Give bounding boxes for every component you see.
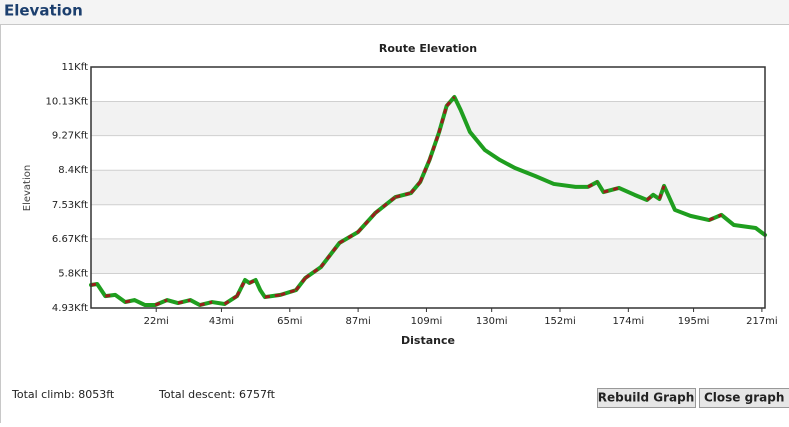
rebuild-button[interactable]: Rebuild Graph: [598, 389, 696, 408]
y-tick-label: 4.93Kft: [52, 303, 88, 314]
x-tick-label: 130mi: [476, 316, 508, 327]
y-tick-label: 7.53Kft: [52, 200, 88, 211]
y-tick-label: 9.27Kft: [52, 131, 88, 142]
y-tick-label: 10.13Kft: [46, 97, 89, 108]
x-tick-label: 195mi: [678, 316, 710, 327]
x-tick-label: 174mi: [613, 316, 645, 327]
x-tick-label: 22mi: [144, 316, 169, 327]
grid-band: [91, 239, 765, 274]
climb-segment: [358, 213, 375, 232]
total-climb: Total climb: 8053ft: [11, 388, 115, 401]
button-label[interactable]: Rebuild Graph: [598, 391, 695, 405]
total-descent: Total descent: 6757ft: [158, 388, 276, 401]
x-tick-label: 152mi: [544, 316, 576, 327]
chart-title: Route Elevation: [379, 42, 477, 55]
y-tick-label: 8.4Kft: [58, 165, 88, 176]
x-tick-label: 65mi: [277, 316, 302, 327]
y-axis-title: Elevation: [22, 165, 33, 211]
x-tick-label: 87mi: [345, 316, 370, 327]
y-tick-label: 5.8Kft: [58, 268, 88, 279]
y-tick-label: 6.67Kft: [52, 234, 88, 245]
x-tick-label: 217mi: [746, 316, 778, 327]
x-tick-label: 109mi: [411, 316, 443, 327]
grid-band: [91, 102, 765, 136]
x-axis-title: Distance: [401, 334, 455, 347]
close-button[interactable]: Close graph ×: [700, 389, 789, 408]
x-tick-label: 43mi: [209, 316, 234, 327]
header-bar: [0, 0, 789, 24]
climb-segment: [430, 133, 439, 160]
y-tick-label: 11Kft: [61, 62, 88, 73]
button-label[interactable]: Close graph ×: [704, 391, 789, 405]
panel-title: Elevation: [4, 2, 83, 20]
